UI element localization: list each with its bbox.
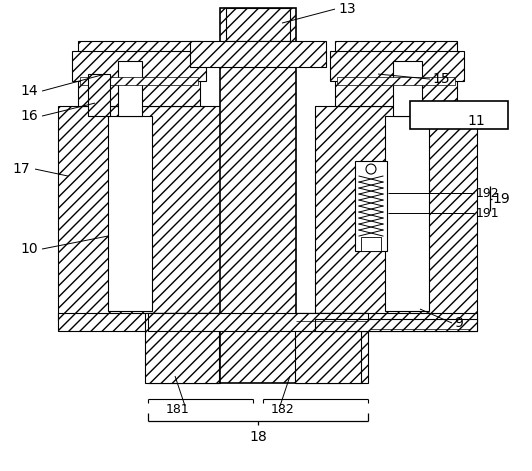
Bar xyxy=(315,319,477,331)
Bar xyxy=(148,313,368,331)
Text: 191: 191 xyxy=(476,207,500,219)
Text: 17: 17 xyxy=(12,162,30,176)
Text: 9: 9 xyxy=(454,316,463,330)
Bar xyxy=(72,51,206,81)
Bar xyxy=(58,313,220,331)
Text: 13: 13 xyxy=(338,2,355,16)
Bar xyxy=(190,41,326,67)
Text: 11: 11 xyxy=(467,114,485,128)
Bar xyxy=(355,161,387,251)
Bar xyxy=(361,237,381,251)
Bar xyxy=(108,116,152,311)
Bar xyxy=(385,116,429,311)
Bar xyxy=(78,41,200,106)
Bar xyxy=(393,61,422,116)
Text: 16: 16 xyxy=(20,109,38,123)
Text: 15: 15 xyxy=(432,72,450,86)
Text: 14: 14 xyxy=(20,84,38,98)
Bar xyxy=(315,106,477,321)
Bar xyxy=(226,8,290,41)
Bar xyxy=(315,313,477,331)
Bar xyxy=(410,101,508,129)
Circle shape xyxy=(366,164,376,174)
Text: 10: 10 xyxy=(20,242,38,256)
Polygon shape xyxy=(296,313,368,383)
Bar xyxy=(145,313,219,383)
Bar xyxy=(58,106,220,321)
Bar xyxy=(80,77,198,85)
Bar xyxy=(330,51,464,81)
Text: 19: 19 xyxy=(492,192,510,206)
Bar xyxy=(220,8,296,383)
Bar xyxy=(337,77,455,85)
Bar xyxy=(88,74,110,116)
Bar xyxy=(295,313,361,383)
Bar xyxy=(335,41,457,106)
Polygon shape xyxy=(148,313,220,383)
Text: 182: 182 xyxy=(271,403,295,415)
Text: 181: 181 xyxy=(166,403,190,415)
Text: 192: 192 xyxy=(476,187,500,200)
Bar xyxy=(118,61,142,116)
Text: 18: 18 xyxy=(249,430,267,444)
